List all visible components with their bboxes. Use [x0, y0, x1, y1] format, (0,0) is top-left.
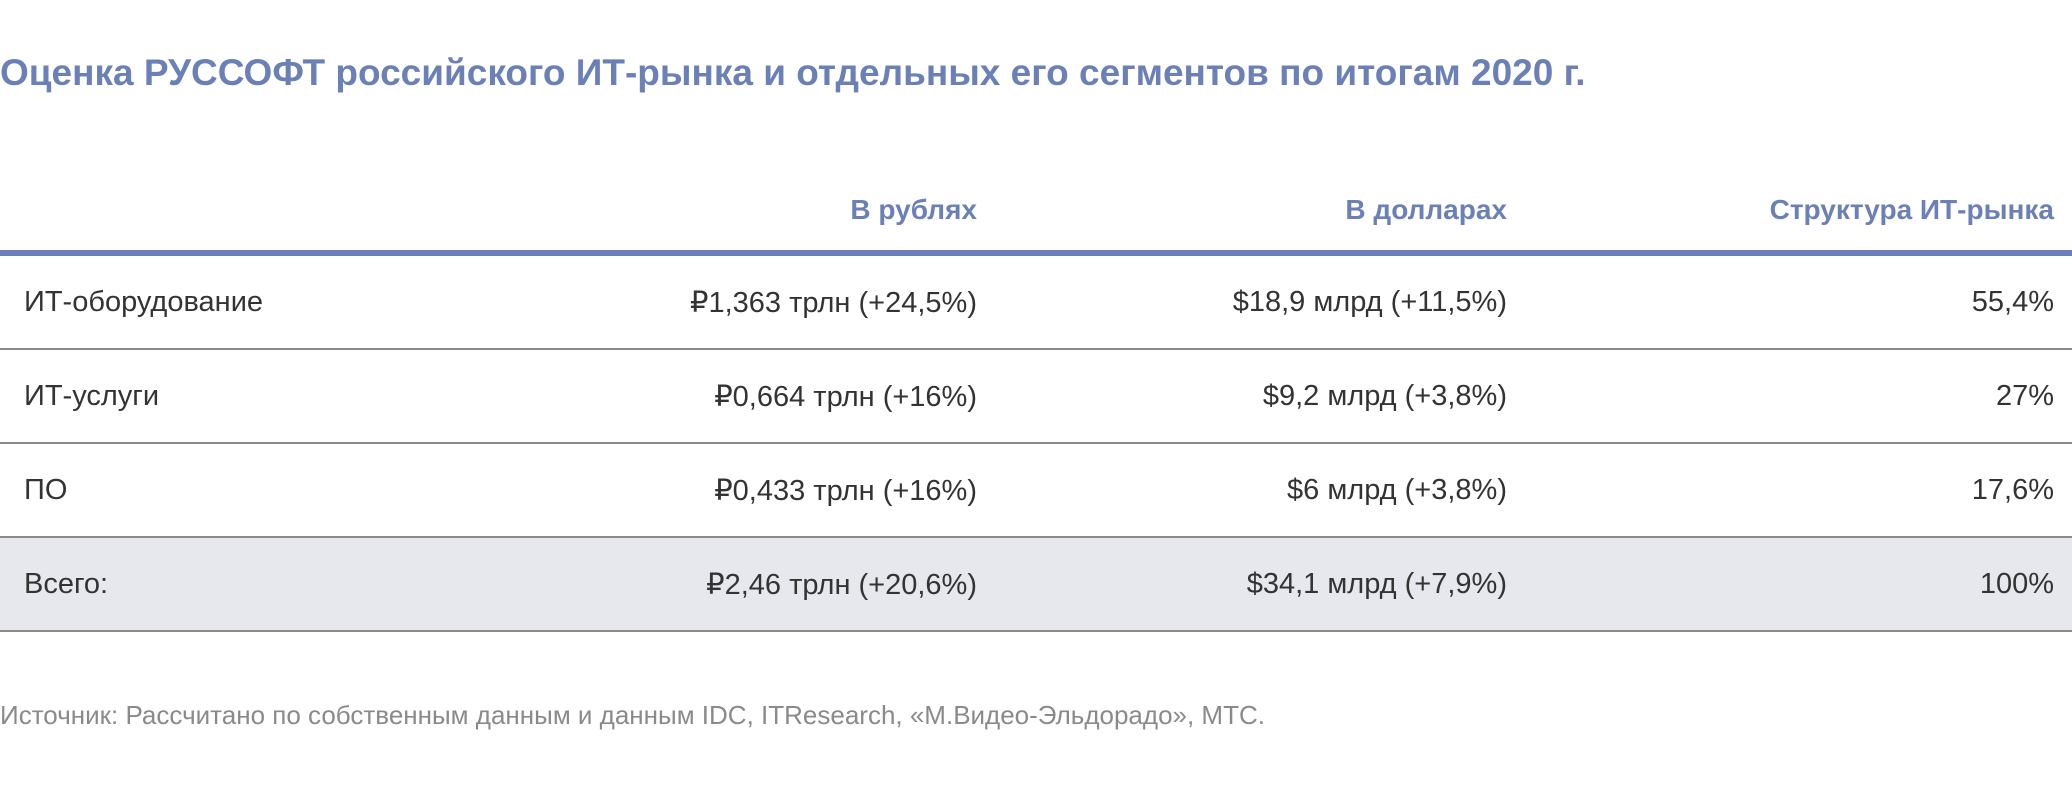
- total-dollars: $34,1 млрд (+7,9%): [995, 537, 1525, 632]
- cell-share: 17,6%: [1525, 443, 2072, 538]
- header-segment: [0, 170, 530, 256]
- total-rubles: ₽2,46 трлн (+20,6%): [530, 537, 995, 632]
- header-structure: Структура ИТ-рынка: [1525, 170, 2072, 256]
- total-row: Всего: ₽2,46 трлн (+20,6%) $34,1 млрд (+…: [0, 537, 2072, 632]
- cell-rubles: ₽0,664 трлн (+16%): [530, 349, 995, 444]
- header-dollars: В долларах: [995, 170, 1525, 256]
- table-row: ПО ₽0,433 трлн (+16%) $6 млрд (+3,8%) 17…: [0, 443, 2072, 538]
- cell-share: 27%: [1525, 349, 2072, 444]
- market-table: В рублях В долларах Структура ИТ-рынка И…: [0, 170, 2072, 632]
- row-label: ИТ-услуги: [0, 349, 530, 444]
- source-note: Источник: Рассчитано по собственным данн…: [0, 700, 1265, 730]
- cell-share: 55,4%: [1525, 253, 2072, 350]
- table-row: ИТ-оборудование ₽1,363 трлн (+24,5%) $18…: [0, 253, 2072, 350]
- total-label: Всего:: [0, 537, 530, 632]
- cell-dollars: $18,9 млрд (+11,5%): [995, 253, 1525, 350]
- header-rubles: В рублях: [530, 170, 995, 256]
- cell-rubles: ₽0,433 трлн (+16%): [530, 443, 995, 538]
- row-label: ИТ-оборудование: [0, 253, 530, 350]
- cell-rubles: ₽1,363 трлн (+24,5%): [530, 253, 995, 350]
- table-row: ИТ-услуги ₽0,664 трлн (+16%) $9,2 млрд (…: [0, 349, 2072, 444]
- cell-dollars: $6 млрд (+3,8%): [995, 443, 1525, 538]
- row-label: ПО: [0, 443, 530, 538]
- table-header-row: В рублях В долларах Структура ИТ-рынка: [0, 170, 2072, 256]
- cell-dollars: $9,2 млрд (+3,8%): [995, 349, 1525, 444]
- page-title: Оценка РУССОФТ российского ИТ-рынка и от…: [0, 52, 1586, 93]
- total-share: 100%: [1525, 537, 2072, 632]
